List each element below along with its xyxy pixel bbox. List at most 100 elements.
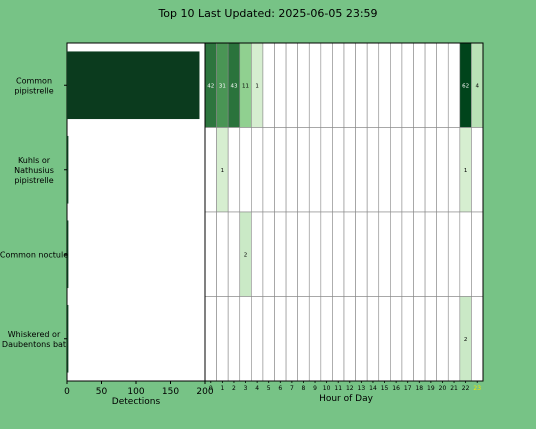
heatmap-cell	[320, 127, 333, 213]
heatmap-hour-label: 4	[255, 385, 259, 392]
heatmap-cell	[471, 296, 484, 382]
heatmap-cell-label: 2	[464, 337, 468, 343]
heatmap-cell	[285, 211, 298, 297]
heatmap-cell	[343, 296, 356, 382]
heatmap-cell	[447, 211, 461, 297]
heatmap-cell	[355, 127, 368, 213]
chart-title: Top 10 Last Updated: 2025-06-05 23:59	[157, 7, 377, 20]
heatmap-cell	[332, 296, 345, 382]
heatmap-cell	[262, 296, 275, 382]
heatmap-cell-label: 42	[207, 83, 214, 89]
heatmap-cell	[332, 127, 345, 213]
heatmap-hour-label: 12	[346, 385, 354, 392]
heatmap-hour-label: 10	[323, 385, 331, 392]
heatmap-cell	[297, 211, 310, 297]
heatmap-cell	[239, 296, 252, 382]
category-label: Kuhls or Nathusius pipistrelle	[14, 156, 54, 185]
heatmap-cell	[447, 42, 461, 128]
heatmap-cell	[262, 211, 275, 297]
heatmap-cell	[366, 42, 380, 128]
detections-bar-chart: Common pipistrelle Kuhls or Nathusius pipist…	[0, 42, 214, 407]
heatmap-cell	[355, 42, 368, 128]
x-tick-label: 200	[196, 387, 213, 397]
heatmap-cell	[471, 211, 484, 297]
heatmap-cell	[424, 296, 437, 382]
heatmap-cell	[227, 127, 241, 213]
heatmap-cell	[343, 42, 356, 128]
heatmap-cell	[320, 42, 333, 128]
heatmap-cell	[436, 296, 449, 382]
heatmap-hour-label: 21	[450, 385, 458, 392]
heatmap-hour-label: 3	[244, 385, 248, 392]
heatmap-cell	[413, 42, 426, 128]
heatmap-cell	[332, 211, 345, 297]
heatmap-cell	[401, 42, 414, 128]
heatmap-cell	[366, 127, 380, 213]
heatmap-cell-label: 43	[230, 83, 237, 89]
heatmap-cell-label: 31	[219, 83, 226, 89]
heatmap-cell-label: 1	[221, 168, 225, 174]
category-label: Whiskered or Daubentons bat	[2, 330, 66, 349]
heatmap-x-axis-label: Hour of Day	[319, 394, 374, 404]
heatmap-hour-label: 19	[427, 385, 435, 392]
heatmap-hour-label: 20	[439, 385, 447, 392]
heatmap-cell	[413, 211, 426, 297]
heatmap-cell	[204, 211, 217, 297]
heatmap-cell	[436, 42, 449, 128]
heatmap-cell	[297, 296, 310, 382]
heatmap-cell	[262, 127, 275, 213]
heatmap-cell-label: 4	[475, 83, 479, 89]
bar	[67, 220, 69, 289]
heatmap-cell	[424, 42, 437, 128]
heatmap-hour-label: 11	[334, 385, 342, 392]
heatmap-cell	[413, 127, 426, 213]
heatmap-cell	[227, 296, 241, 382]
heatmap-cell	[216, 211, 229, 297]
heatmap-cell	[471, 127, 484, 213]
heatmap-cell	[366, 296, 380, 382]
heatmap-frame	[204, 42, 484, 382]
heatmap-cell	[308, 127, 322, 213]
heatmap-cell	[274, 127, 287, 213]
heatmap-hour-label: 0	[209, 385, 213, 392]
heatmap-hour-label: 22	[462, 385, 470, 392]
heatmap-cell	[424, 211, 437, 297]
x-tick-label: 0	[64, 387, 70, 397]
bar	[67, 304, 69, 373]
heatmap-cell	[227, 211, 241, 297]
heatmap-hour-label: 14	[369, 385, 377, 392]
category-label: Common noctule	[0, 250, 68, 259]
heatmap-cell	[401, 211, 414, 297]
heatmap-cell	[204, 127, 217, 213]
heatmap-cell-label: 1	[464, 168, 468, 174]
heatmap-cell	[262, 42, 275, 128]
heatmap-hour-label: 15	[381, 385, 389, 392]
heatmap-cell	[274, 211, 287, 297]
bar	[67, 135, 69, 204]
heatmap-cell	[297, 42, 310, 128]
heatmap-cell	[378, 211, 391, 297]
x-axis-label: Detections	[112, 397, 161, 407]
heatmap-cell	[251, 211, 264, 297]
heatmap-hour-label: 23	[473, 385, 481, 392]
heatmap-cell	[447, 127, 461, 213]
heatmap-cell	[251, 127, 264, 213]
heatmap-cell	[332, 42, 345, 128]
heatmap-cell	[447, 296, 461, 382]
heatmap-cell	[413, 296, 426, 382]
heatmap-hour-label: 18	[415, 385, 423, 392]
heatmap-cell	[401, 127, 414, 213]
heatmap-cell	[355, 296, 368, 382]
heatmap-cell-label: 62	[462, 83, 469, 89]
heatmap-hour-label: 1	[220, 385, 224, 392]
heatmap-cell	[390, 127, 403, 213]
heatmap-cell	[378, 42, 391, 128]
category-label: Common pipistrelle	[14, 76, 53, 95]
heatmap-cell	[239, 127, 252, 213]
heatmap-cell	[424, 127, 437, 213]
heatmap-cell	[216, 296, 229, 382]
heatmap-hour-label: 6	[278, 385, 282, 392]
heatmap-cell	[390, 42, 403, 128]
